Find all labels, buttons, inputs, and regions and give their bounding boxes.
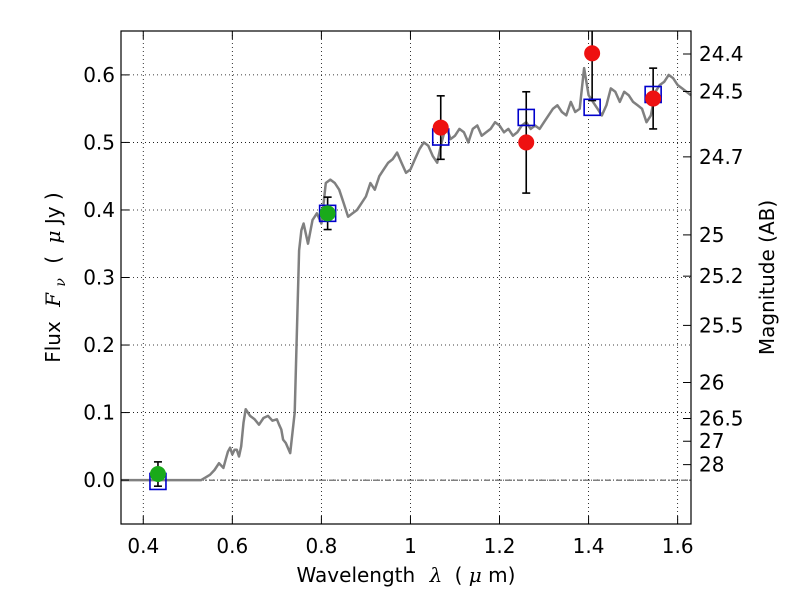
x-tick-label: 0.6 xyxy=(216,534,248,558)
x-tick-label: 0.8 xyxy=(305,534,337,558)
magnitude-tick-label: 24.4 xyxy=(699,42,744,66)
observed-point-red xyxy=(645,90,662,107)
x-axis-unit-open: ( xyxy=(455,563,463,587)
magnitude-tick-label: 25.2 xyxy=(699,264,744,288)
magnitude-tick-label: 26 xyxy=(699,370,724,394)
x-tick-label: 1.2 xyxy=(484,534,516,558)
x-tick-label: 1.4 xyxy=(573,534,605,558)
observed-point-red xyxy=(432,119,449,136)
y-axis-unit-tail: Jy ) xyxy=(41,192,65,226)
model-photometry-square xyxy=(583,98,601,117)
x-axis-unit-mu: μ xyxy=(469,563,482,587)
y-tick-label: 0.4 xyxy=(83,198,115,222)
magnitude-tick-label: 25.5 xyxy=(699,313,744,337)
y-tick-label: 0.1 xyxy=(83,401,115,425)
axis-ticks: 0.4 0.6 0.8 1 1.2 1.4 1.6 0.0 0.1 0.2 0.3 0.4 0.5 0.6… xyxy=(83,31,744,558)
y-tick-label: 0.0 xyxy=(83,468,115,492)
x-tick-label: 0.4 xyxy=(127,534,159,558)
y-tick-label: 0.6 xyxy=(83,63,115,87)
magnitude-tick-label: 26.5 xyxy=(699,407,744,431)
y-tick-label: 0.3 xyxy=(83,266,115,290)
observed-point-green xyxy=(319,205,336,222)
model-spectrum-line xyxy=(121,66,692,482)
magnitude-tick-label: 25 xyxy=(699,223,724,247)
y-tick-label: 0.5 xyxy=(83,130,115,154)
magnitude-tick-label: 28 xyxy=(699,453,724,477)
y-tick-label: 0.2 xyxy=(83,333,115,357)
magnitude-axis-title: Magnitude (AB) xyxy=(755,200,779,355)
photometry-points xyxy=(149,45,662,491)
observed-point-red xyxy=(584,45,601,62)
x-tick-label: 1.6 xyxy=(662,534,694,558)
x-axis-title: Wavelength λ ( μ m) xyxy=(297,563,516,587)
y-axis-title: Flux F ν ( μ Jy ) xyxy=(41,192,70,363)
magnitude-tick-label: 27 xyxy=(699,429,724,453)
magnitude-tick-label: 24.5 xyxy=(699,79,744,103)
observed-point-green xyxy=(149,466,166,483)
observed-point-red xyxy=(518,134,535,151)
y-axis-unit-mu: μ xyxy=(41,231,65,244)
magnitude-tick-label: 24.7 xyxy=(699,145,744,169)
x-axis-symbol: λ xyxy=(429,563,443,587)
y-axis-symbol: F xyxy=(41,292,65,308)
y-axis-title-prefix: Flux xyxy=(41,321,65,363)
x-axis-unit-tail: m) xyxy=(488,563,515,587)
y-axis-unit-open: ( xyxy=(41,256,65,264)
grid xyxy=(121,31,691,524)
y-axis-symbol-sub: ν xyxy=(53,278,69,287)
x-tick-label: 1 xyxy=(404,534,417,558)
model-photometry-square xyxy=(517,108,536,127)
model-spectrum xyxy=(121,66,692,482)
x-axis-title-text: Wavelength xyxy=(297,563,416,587)
